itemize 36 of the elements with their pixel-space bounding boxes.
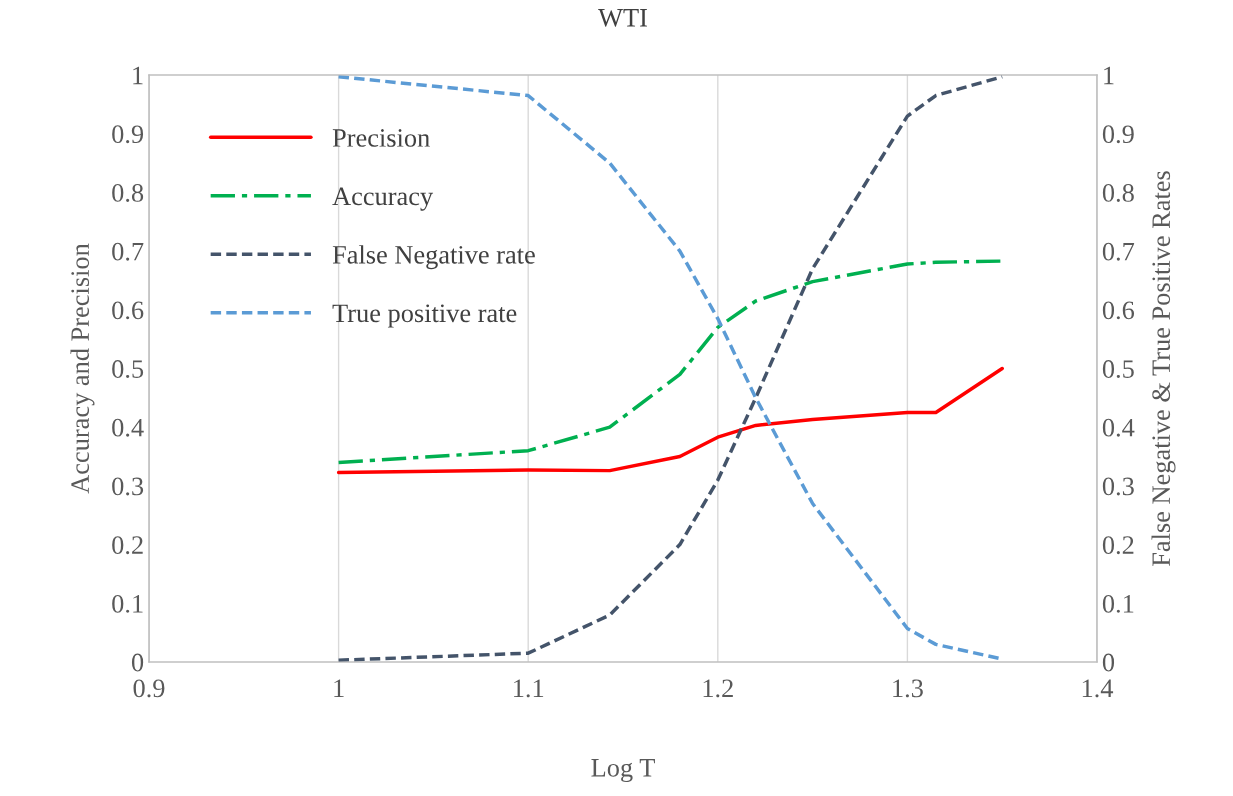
- y-axis-title: Accuracy and Precision: [70, 243, 95, 494]
- y-tick-label: 0.5: [112, 360, 144, 379]
- y-tick-label: 0.3: [112, 477, 144, 496]
- y2-tick-label: 0.4: [1102, 418, 1135, 437]
- legend-label: Accuracy: [332, 187, 434, 211]
- y2-tick-label: 0.8: [1102, 184, 1134, 202]
- y-tick-label: 0: [131, 653, 144, 672]
- x-axis-title: Log T: [591, 759, 655, 783]
- y2-tick-label: 0.3: [1102, 477, 1134, 496]
- y-tick-label: 0.2: [112, 536, 143, 555]
- line-series: [336, 366, 1004, 475]
- y2-tick-label: 0.1: [1102, 594, 1134, 613]
- y2-tick-label: 0: [1102, 653, 1115, 672]
- y2-tick-label: 0.6: [1102, 301, 1135, 320]
- legend-label: True positive rate: [332, 304, 517, 328]
- legend-label: False Negative rate: [332, 245, 535, 270]
- y-tick-label: 0.9: [112, 125, 144, 144]
- x-tick-label: 1.2: [703, 679, 733, 698]
- chart-title: WTI: [598, 9, 647, 27]
- x-tick-label: 1: [334, 679, 344, 697]
- x-tick-label: 1.4: [1082, 679, 1114, 698]
- y2-tick-label: 0.2: [1102, 536, 1134, 555]
- y2-tick-label: 0.9: [1102, 125, 1134, 144]
- y-tick-label: 0.8: [112, 184, 144, 202]
- y-tick-label: 0.7: [112, 242, 144, 261]
- y-tick-label: 0.6: [112, 301, 144, 320]
- legend-label: Precision: [332, 129, 430, 147]
- y-tick-label: 1: [133, 66, 143, 85]
- x-tick-label: 1.3: [893, 679, 923, 698]
- y2-tick-label: 0.5: [1102, 360, 1134, 379]
- y-tick-label: 0.4: [112, 418, 144, 437]
- y-tick-label: 0.1: [112, 594, 143, 613]
- y2-tick-label: 1: [1104, 66, 1114, 85]
- y2-tick-label: 0.7: [1102, 242, 1135, 261]
- x-tick-label: 1.1: [514, 679, 544, 698]
- y2-axis-title: False Negative & True Positive Rates: [1151, 171, 1176, 567]
